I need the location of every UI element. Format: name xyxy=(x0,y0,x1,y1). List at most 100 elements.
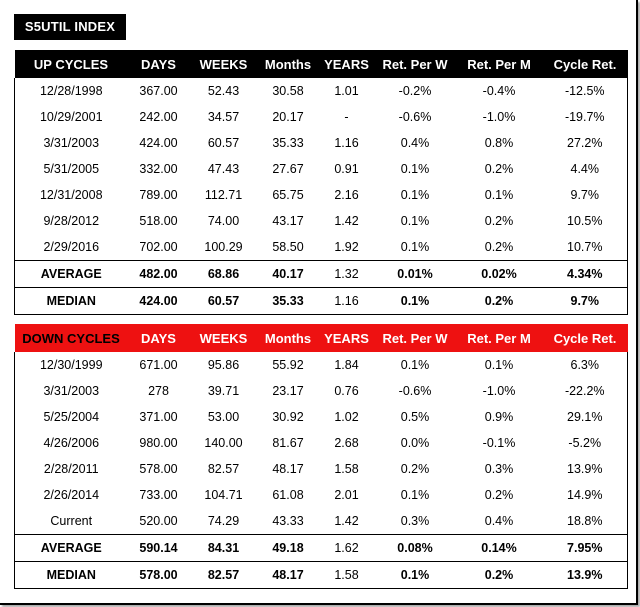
row-date: 12/30/1999 xyxy=(14,352,128,378)
row-value: 9.7% xyxy=(542,182,628,208)
average-value: 0.01% xyxy=(374,260,456,288)
average-value: 0.02% xyxy=(455,260,543,288)
row-value: 0.2% xyxy=(484,214,514,228)
table-row: 2/26/2014 733.00 104.71 61.08 2.01 0.1% 0.2% 14… xyxy=(14,482,628,508)
row-value: 74.00 xyxy=(207,214,240,228)
section-header-label: UP CYCLES xyxy=(33,56,109,72)
row-date: 3/31/2003 xyxy=(14,378,128,404)
row-value: 0.1% xyxy=(400,188,430,202)
average-value: 1.62 xyxy=(318,534,375,562)
row-value: 61.08 xyxy=(272,488,304,502)
row-value: 520.00 xyxy=(139,514,178,528)
row-value: -22.2% xyxy=(542,378,628,404)
row-value: 0.1% xyxy=(484,188,514,202)
row-value: 0.2% xyxy=(484,162,514,176)
row-value: 82.57 xyxy=(207,462,240,476)
row-value: 35.33 xyxy=(272,136,304,150)
row-value: 1.42 xyxy=(334,514,359,528)
table-row: 4/26/2006 980.00 140.00 81.67 2.68 0.0% -0.1% -… xyxy=(14,430,628,456)
row-value: 4.4% xyxy=(542,156,628,182)
column-header: Months xyxy=(264,330,312,346)
row-value: 104.71 xyxy=(204,488,243,502)
row-value: 27.2% xyxy=(542,130,628,156)
row-value: 0.1% xyxy=(400,214,430,228)
down-cycles-table: DOWN CYCLES DAYS WEEKS Months YEARS Ret. Per … xyxy=(14,324,628,589)
row-value: 1.58 xyxy=(334,462,359,476)
median-label: MEDIAN xyxy=(14,287,128,315)
row-value: 1.42 xyxy=(334,214,359,228)
row-value: 0.4% xyxy=(484,514,514,528)
row-value: 23.17 xyxy=(272,384,304,398)
average-value: 4.34% xyxy=(542,260,628,288)
table-row: 10/29/2001 242.00 34.57 20.17 - -0.6% -1.0% -19… xyxy=(14,104,628,130)
median-value: 9.7% xyxy=(542,287,628,315)
median-value: 424.00 xyxy=(127,287,190,315)
row-value: 0.1% xyxy=(400,162,430,176)
row-value: 29.1% xyxy=(542,404,628,430)
row-value: 13.9% xyxy=(542,456,628,482)
average-value: 84.31 xyxy=(189,534,258,562)
column-header: YEARS xyxy=(324,56,369,72)
row-date: 12/31/2008 xyxy=(14,182,128,208)
median-value: 0.2% xyxy=(455,287,543,315)
average-label: AVERAGE xyxy=(14,260,128,288)
median-value: 578.00 xyxy=(127,561,190,589)
table-row: 9/28/2012 518.00 74.00 43.17 1.42 0.1% 0.2% 10.… xyxy=(14,208,628,234)
row-value: 0.1% xyxy=(400,488,430,502)
row-value: 1.01 xyxy=(334,84,359,98)
row-date: 5/25/2004 xyxy=(14,404,128,430)
column-header: DAYS xyxy=(141,330,176,346)
average-value: 1.32 xyxy=(318,260,375,288)
column-header: YEARS xyxy=(324,330,369,346)
table-row: 2/28/2011 578.00 82.57 48.17 1.58 0.2% 0.3% 13.… xyxy=(14,456,628,482)
median-value: 0.1% xyxy=(374,287,456,315)
row-value: -5.2% xyxy=(542,430,628,456)
row-value: 332.00 xyxy=(139,162,178,176)
row-date: 4/26/2006 xyxy=(14,430,128,456)
table-row: 3/31/2003 278 39.71 23.17 0.76 -0.6% -1.0% -22.… xyxy=(14,378,628,404)
column-header: Ret. Per W xyxy=(382,330,448,346)
row-value: 0.3% xyxy=(400,514,430,528)
table-row: 5/25/2004 371.00 53.00 30.92 1.02 0.5% 0.9% 29.… xyxy=(14,404,628,430)
row-value: 0.2% xyxy=(484,240,514,254)
row-value: 2.01 xyxy=(334,488,359,502)
row-value: 48.17 xyxy=(272,462,304,476)
row-value: -0.1% xyxy=(482,436,516,450)
row-value: 58.50 xyxy=(272,240,304,254)
column-header: Months xyxy=(264,56,312,72)
row-value: 0.3% xyxy=(484,462,514,476)
average-value: 40.17 xyxy=(257,260,319,288)
row-date: 9/28/2012 xyxy=(14,208,128,234)
row-value: 0.8% xyxy=(484,136,514,150)
row-value: 0.9% xyxy=(484,410,514,424)
median-value: 0.1% xyxy=(374,561,456,589)
table-row: 2/29/2016 702.00 100.29 58.50 1.92 0.1% 0.2% 10… xyxy=(14,234,628,261)
row-value: -12.5% xyxy=(542,78,628,104)
row-value: 0.1% xyxy=(484,358,514,372)
row-value: 0.2% xyxy=(400,462,430,476)
row-value: 242.00 xyxy=(139,110,178,124)
row-value: 55.92 xyxy=(272,358,304,372)
median-value: 0.2% xyxy=(455,561,543,589)
row-value: 27.67 xyxy=(272,162,304,176)
median-value: 1.58 xyxy=(318,561,375,589)
row-value: -0.6% xyxy=(398,384,432,398)
row-value: 6.3% xyxy=(542,352,628,378)
row-value: 10.5% xyxy=(542,208,628,234)
row-value: 53.00 xyxy=(207,410,240,424)
row-date: 10/29/2001 xyxy=(14,104,128,130)
row-date: 2/26/2014 xyxy=(14,482,128,508)
column-header: Cycle Ret. xyxy=(553,56,617,72)
row-date: 2/29/2016 xyxy=(14,234,128,261)
column-header: Ret. Per M xyxy=(467,56,531,72)
average-value: 7.95% xyxy=(542,534,628,562)
row-value: 0.5% xyxy=(400,410,430,424)
row-value: 0.1% xyxy=(400,240,430,254)
row-value: 0.76 xyxy=(334,384,359,398)
row-value: 278 xyxy=(148,384,169,398)
row-value: 39.71 xyxy=(207,384,240,398)
row-value: 702.00 xyxy=(139,240,178,254)
median-value: 60.57 xyxy=(189,287,258,315)
median-value: 48.17 xyxy=(257,561,319,589)
average-value: 49.18 xyxy=(257,534,319,562)
